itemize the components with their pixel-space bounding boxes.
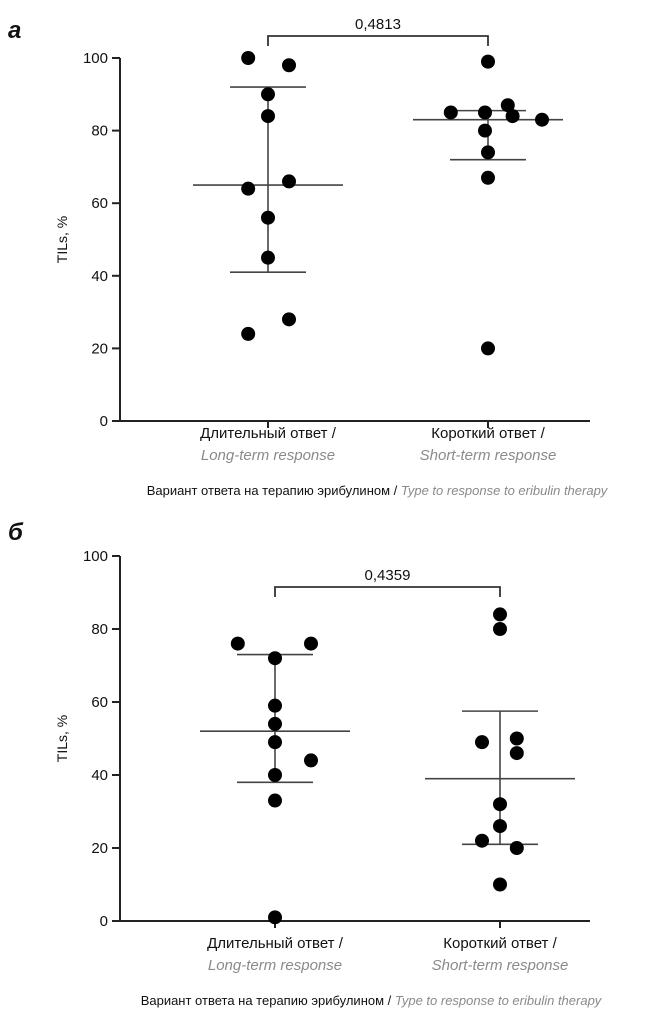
category-label-ru: Длительный ответ / xyxy=(200,425,337,442)
data-point xyxy=(478,123,492,138)
significance-bracket xyxy=(267,35,489,46)
y-tick-label: 0 xyxy=(100,913,108,930)
panel-b: б 0 20 40 60 80 100 TILs, % Длительный ответ / Lo… xyxy=(8,519,603,1008)
data-point xyxy=(481,145,495,160)
data-point xyxy=(261,210,275,225)
y-tick-label: 20 xyxy=(91,340,108,357)
data-point xyxy=(304,636,318,651)
data-point xyxy=(481,341,495,356)
category-label-en: Short-term response xyxy=(420,447,557,464)
panel-label: б xyxy=(8,519,24,546)
data-point xyxy=(475,735,489,750)
category-label-ru: Длительный ответ / xyxy=(207,935,344,952)
panel-label: a xyxy=(8,17,21,44)
data-point xyxy=(268,793,282,808)
data-point xyxy=(481,54,495,69)
y-tick-label: 60 xyxy=(91,195,108,212)
data-point xyxy=(505,109,520,124)
y-tick-label: 20 xyxy=(91,840,108,857)
panel-a: a 0 20 40 60 80 100 TILs, % Длительный ответ / Lo… xyxy=(8,16,609,498)
data-point xyxy=(282,174,296,189)
data-point xyxy=(493,607,507,622)
data-point xyxy=(493,877,507,892)
data-point xyxy=(261,250,275,265)
category-label-en: Long-term response xyxy=(201,447,335,464)
x-axis-label-en: Type to response to eribulin therapy xyxy=(395,993,603,1008)
data-point xyxy=(535,112,549,127)
data-point xyxy=(500,98,515,113)
data-point xyxy=(478,105,492,120)
data-point xyxy=(509,746,524,761)
x-axis-label-ru: Вариант ответа на терапию эрибулином / xyxy=(141,993,395,1008)
data-point xyxy=(230,636,245,651)
data-point xyxy=(261,87,275,102)
data-point xyxy=(268,910,282,925)
y-tick-label: 60 xyxy=(91,694,108,711)
p-value-label: 0,4813 xyxy=(355,16,401,33)
data-point xyxy=(493,797,507,812)
data-point xyxy=(268,768,282,782)
data-point xyxy=(268,716,282,731)
y-axis-label: TILs, % xyxy=(54,715,70,762)
data-point xyxy=(282,312,296,327)
data-point xyxy=(268,651,282,666)
y-tick-label: 80 xyxy=(91,621,108,638)
y-axis-label: TILs, % xyxy=(54,216,70,263)
data-point xyxy=(509,841,524,855)
y-tick-label: 100 xyxy=(83,548,108,565)
data-point xyxy=(443,105,458,120)
data-point xyxy=(241,326,256,341)
data-point xyxy=(241,181,256,196)
y-tick-label: 80 xyxy=(91,123,108,140)
category-label-en: Short-term response xyxy=(432,957,569,974)
y-tick-label: 40 xyxy=(91,767,108,784)
data-point xyxy=(493,622,507,636)
data-point xyxy=(304,753,318,768)
category-label-ru: Короткий ответ / xyxy=(431,425,545,442)
category-label-ru: Короткий ответ / xyxy=(443,935,557,952)
p-value-label: 0,4359 xyxy=(365,567,411,584)
data-point xyxy=(509,731,524,746)
y-tick-label: 40 xyxy=(91,268,108,285)
data-point xyxy=(493,819,507,834)
data-point xyxy=(268,698,282,713)
data-point xyxy=(475,833,489,848)
data-point xyxy=(261,109,275,124)
x-axis-label-en: Type to response to eribulin therapy xyxy=(401,483,609,498)
x-axis-label: Вариант ответа на терапию эрибулином / T… xyxy=(141,993,603,1008)
x-axis-label: Вариант ответа на терапию эрибулином / T… xyxy=(147,483,609,498)
y-tick-label: 0 xyxy=(100,413,108,430)
x-axis-label-ru: Вариант ответа на терапию эрибулином / xyxy=(147,483,401,498)
significance-bracket xyxy=(274,586,501,597)
data-point xyxy=(481,170,495,185)
category-label-en: Long-term response xyxy=(208,957,342,974)
y-tick-label: 100 xyxy=(83,50,108,67)
data-point xyxy=(268,735,282,750)
data-point xyxy=(241,51,256,65)
data-point xyxy=(282,58,296,73)
